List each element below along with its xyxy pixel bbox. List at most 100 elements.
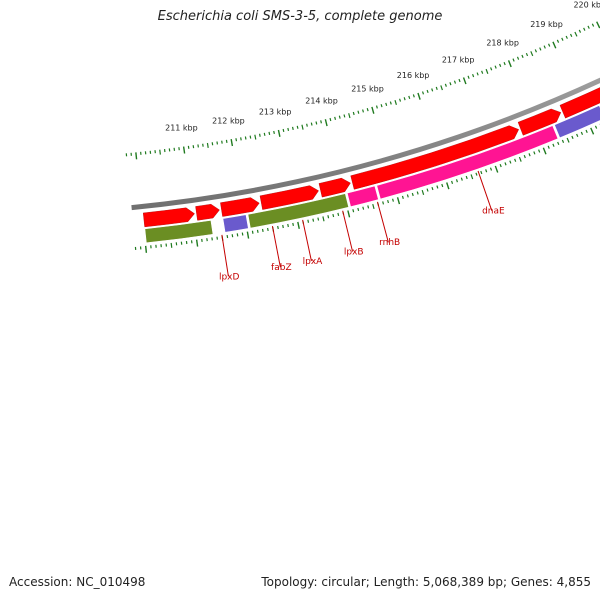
minor-tick: [322, 216, 325, 222]
tick-layer: 211 kbp 212 kbp 213 kbp 214 kbp 215 kbp 216 k…: [125, 0, 600, 253]
major-tick: [417, 92, 421, 100]
minor-tick: [475, 172, 478, 176]
gene-feature: [144, 220, 214, 244]
gene-leader-line: [376, 201, 389, 243]
minor-tick: [436, 185, 439, 189]
gene-feature: [346, 185, 379, 208]
gene-label-layer: lpxDfabZlpxAlpxBrnhBdnaEaccAldcC1: [219, 170, 505, 282]
minor-tick: [392, 198, 394, 202]
minor-tick: [585, 129, 588, 133]
major-tick: [590, 127, 595, 135]
major-tick: [195, 239, 199, 247]
minor-tick: [470, 174, 474, 180]
minor-tick: [539, 47, 542, 51]
minor-tick: [490, 67, 493, 71]
minor-tick: [256, 229, 259, 233]
minor-tick: [453, 80, 457, 84]
minor-tick: [525, 52, 529, 57]
gene-feature: [554, 105, 600, 139]
minor-tick: [485, 169, 488, 173]
minor-tick: [561, 37, 564, 41]
minor-tick: [431, 88, 434, 92]
minor-tick: [352, 209, 355, 213]
minor-tick: [440, 85, 443, 91]
minor-tick: [375, 105, 378, 109]
minor-tick: [307, 219, 310, 223]
map-title: Escherichia coli SMS-3-5, complete genom…: [157, 9, 443, 24]
minor-tick: [557, 141, 560, 145]
minor-tick: [521, 54, 524, 59]
minor-tick: [411, 192, 414, 197]
minor-tick: [543, 45, 546, 49]
major-tick: [277, 129, 281, 137]
minor-tick: [312, 218, 315, 222]
minor-tick: [509, 160, 512, 164]
minor-tick: [530, 51, 534, 57]
minor-tick: [580, 131, 584, 135]
minor-tick: [481, 70, 484, 74]
major-tick: [230, 138, 234, 147]
major-tick: [371, 106, 375, 114]
cds-arrow: [259, 185, 319, 210]
minor-tick: [268, 131, 271, 135]
major-tick: [542, 147, 547, 155]
minor-tick: [367, 205, 370, 209]
minor-tick: [240, 137, 242, 141]
kbp-tick-label: 219 kbp: [530, 20, 563, 29]
major-tick: [347, 210, 351, 218]
kbp-tick-label: 213 kbp: [259, 107, 292, 116]
minor-tick: [329, 117, 332, 122]
minor-tick: [587, 25, 590, 29]
minor-tick: [574, 31, 578, 37]
gene-leader-line: [477, 170, 493, 211]
minor-tick: [516, 56, 520, 60]
minor-tick: [343, 114, 346, 118]
minor-tick: [236, 233, 239, 237]
minor-tick: [435, 86, 438, 91]
minor-tick: [451, 180, 454, 184]
minor-tick: [366, 108, 369, 112]
genome-summary-text: Topology: circular; Length: 5,068,389 bp…: [261, 575, 591, 589]
minor-tick: [357, 207, 360, 212]
minor-tick: [282, 128, 285, 133]
minor-tick: [263, 132, 266, 136]
minor-tick: [499, 163, 502, 168]
minor-tick: [512, 58, 515, 62]
minor-tick: [244, 136, 247, 140]
minor-tick: [225, 139, 228, 143]
minor-tick: [578, 29, 582, 33]
minor-tick: [334, 116, 337, 120]
minor-tick: [576, 133, 579, 138]
gene-label: fabZ: [271, 263, 292, 273]
minor-tick: [514, 158, 517, 162]
major-tick: [507, 60, 512, 68]
minor-tick: [455, 179, 458, 183]
cds-arrow: [220, 197, 260, 217]
minor-tick: [287, 223, 289, 228]
minor-tick: [251, 230, 254, 234]
minor-tick: [403, 97, 406, 101]
minor-tick: [291, 126, 294, 130]
minor-tick: [499, 63, 502, 67]
minor-tick: [372, 203, 375, 210]
major-tick: [297, 221, 300, 229]
minor-tick: [467, 75, 470, 79]
minor-tick: [206, 142, 209, 148]
kbp-tick-label: 214 kbp: [305, 97, 338, 106]
minor-tick: [261, 228, 264, 232]
minor-tick: [416, 191, 419, 195]
major-tick: [494, 165, 499, 173]
minor-tick: [296, 125, 299, 129]
minor-tick: [569, 33, 573, 37]
minor-tick: [449, 82, 452, 86]
gene-label: lpxB: [344, 247, 364, 257]
minor-tick: [518, 156, 522, 162]
kbp-tick-label: 216 kbp: [397, 71, 430, 80]
minor-tick: [426, 188, 429, 192]
minor-tick: [387, 199, 390, 204]
minor-tick: [533, 151, 536, 155]
minor-tick: [292, 222, 294, 227]
kbp-tick-label: 211 kbp: [165, 124, 198, 133]
minor-tick: [480, 170, 483, 175]
minor-tick: [465, 175, 468, 180]
